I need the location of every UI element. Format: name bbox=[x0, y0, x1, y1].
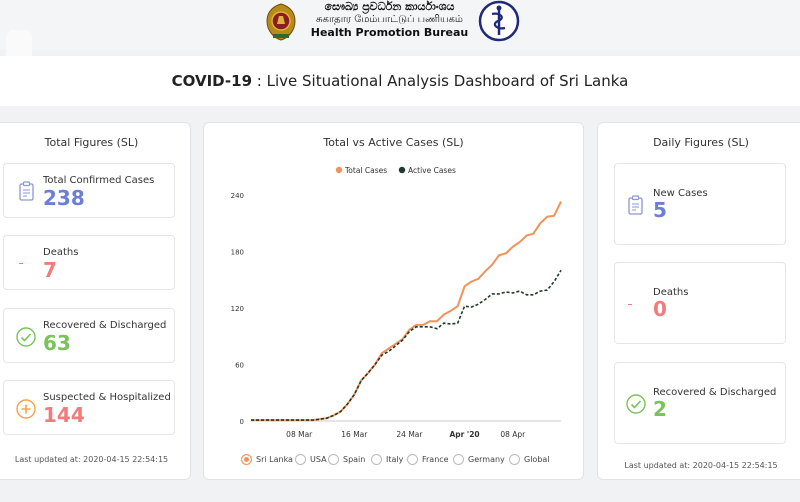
country-selector: Sri Lanka USA Spain Italy France Germany Globa… bbox=[204, 451, 585, 467]
country-option-label: Germany bbox=[468, 454, 505, 464]
radio-circle[interactable] bbox=[509, 453, 520, 465]
radio-circle[interactable] bbox=[371, 453, 382, 465]
check-circle-icon bbox=[626, 394, 646, 414]
country-option-label: Global bbox=[524, 454, 550, 464]
total-vs-active-chart: 0 60 120 180 240 08 Mar 16 Mar 24 Mar Apr '20 08 … bbox=[231, 166, 562, 439]
y-tick-label-0: 0 bbox=[240, 418, 244, 426]
country-option-france[interactable]: France bbox=[407, 451, 449, 467]
suspected-hospitalized-value: 144 bbox=[43, 403, 85, 427]
daily-recovered-value: 2 bbox=[653, 397, 667, 421]
x-tick-label-2: 24 Mar bbox=[396, 430, 423, 439]
chart-title: Total vs Active Cases (SL) bbox=[323, 136, 464, 149]
plus-circle-icon bbox=[16, 399, 36, 419]
legend-marker-0 bbox=[335, 166, 343, 174]
bureau-name-tamil: சுகாதார மேம்பாட்டுப் பணியகம் bbox=[316, 14, 463, 25]
country-option-label: Sri Lanka bbox=[256, 454, 293, 464]
country-option-label: USA bbox=[310, 454, 327, 464]
y-tick-label-1: 60 bbox=[235, 362, 244, 370]
daily-figures-panel: Daily Figures (SL) New Cases 5 Deaths 0 … bbox=[597, 122, 800, 480]
dash-icon bbox=[628, 304, 632, 305]
total-figures-title: Total Figures (SL) bbox=[44, 136, 139, 149]
legend-label-1: Active Cases bbox=[408, 166, 456, 175]
y-tick-label-4: 240 bbox=[231, 192, 244, 200]
clipboard-icon bbox=[628, 195, 643, 215]
page-title-bold: COVID-19 bbox=[171, 72, 253, 90]
clipboard-icon bbox=[19, 181, 34, 201]
country-option-spain[interactable]: Spain bbox=[328, 451, 365, 467]
dash-icon bbox=[19, 263, 23, 264]
radio-circle[interactable] bbox=[295, 453, 306, 465]
check-circle-icon bbox=[16, 327, 36, 347]
total-confirmed-card: Total Confirmed Cases 238 bbox=[3, 163, 175, 218]
total-deaths-card: Deaths 7 bbox=[3, 235, 175, 290]
total-confirmed-value: 238 bbox=[43, 186, 85, 210]
total-confirmed-label: Total Confirmed Cases bbox=[43, 175, 155, 186]
daily-figures-title: Daily Figures (SL) bbox=[653, 136, 749, 149]
daily-new-cases-value: 5 bbox=[653, 198, 667, 222]
y-tick-label-2: 120 bbox=[231, 305, 244, 313]
radio-circle[interactable] bbox=[328, 453, 339, 465]
country-option-usa[interactable]: USA bbox=[295, 451, 327, 467]
total-recovered-label: Recovered & Discharged bbox=[43, 320, 167, 331]
suspected-hospitalized-card: Suspected & Hospitalized 144 bbox=[3, 380, 175, 435]
daily-figures-updated: Last updated at: 2020-04-15 22:54:15 bbox=[624, 461, 778, 470]
bureau-name: සෞඛ්‍ය ප්‍රවර්ධන කාර්යාංශය சுகாதார மேம்ப… bbox=[302, 0, 477, 40]
bureau-name-sinhala: සෞඛ්‍ය ප්‍රවර්ධන කාර්යාංශය bbox=[324, 0, 455, 13]
daily-new-cases-card: New Cases 5 bbox=[614, 163, 786, 245]
x-tick-label-0: 08 Mar bbox=[286, 430, 313, 439]
country-option-label: Italy bbox=[386, 454, 404, 464]
page-title: COVID-19 : Live Situational Analysis Das… bbox=[0, 72, 800, 90]
page-title-rest: : Live Situational Analysis Dashboard of… bbox=[252, 72, 629, 90]
daily-recovered-label: Recovered & Discharged bbox=[653, 387, 777, 398]
daily-recovered-card: Recovered & Discharged 2 bbox=[614, 362, 786, 444]
country-option-italy[interactable]: Italy bbox=[371, 451, 403, 467]
total-vs-active-panel: Total vs Active Cases (SL) 0 60 120 180 240 0… bbox=[203, 122, 584, 480]
x-tick-label-1: 16 Mar bbox=[341, 430, 368, 439]
daily-new-cases-label: New Cases bbox=[653, 188, 708, 199]
total-deaths-value: 7 bbox=[43, 258, 57, 282]
total-figures-panel: Total Figures (SL) Total Confirmed Cases… bbox=[0, 122, 191, 480]
x-tick-label-4: 08 Apr bbox=[500, 430, 526, 439]
suspected-hospitalized-label: Suspected & Hospitalized bbox=[43, 392, 171, 403]
radio-circle[interactable] bbox=[241, 453, 252, 465]
country-option-label: Spain bbox=[343, 454, 366, 464]
title-bar: COVID-19 : Live Situational Analysis Das… bbox=[0, 56, 800, 106]
daily-deaths-label: Deaths bbox=[653, 287, 689, 298]
total-cases-line bbox=[251, 201, 562, 422]
total-recovered-value: 63 bbox=[43, 331, 71, 355]
total-deaths-label: Deaths bbox=[43, 247, 79, 258]
bureau-name-english: Health Promotion Bureau bbox=[310, 26, 469, 39]
total-recovered-card: Recovered & Discharged 63 bbox=[3, 308, 175, 363]
country-option-label: France bbox=[422, 454, 449, 464]
country-option-sri-lanka[interactable]: Sri Lanka bbox=[241, 451, 293, 467]
daily-deaths-card: Deaths 0 bbox=[614, 262, 786, 344]
legend-marker-1 bbox=[398, 166, 406, 174]
radio-circle[interactable] bbox=[453, 453, 464, 465]
radio-circle[interactable] bbox=[407, 453, 418, 465]
total-figures-updated: Last updated at: 2020-04-15 22:54:15 bbox=[14, 455, 169, 464]
country-option-global[interactable]: Global bbox=[509, 451, 550, 467]
legend-label-0: Total Cases bbox=[344, 166, 387, 175]
y-tick-label-3: 180 bbox=[231, 249, 244, 257]
hpb-logo-icon bbox=[478, 0, 520, 42]
x-tick-label-3: Apr '20 bbox=[449, 430, 479, 439]
active-cases-line bbox=[251, 269, 562, 421]
sri-lanka-emblem-icon bbox=[266, 3, 296, 41]
daily-deaths-value: 0 bbox=[653, 297, 667, 321]
country-option-germany[interactable]: Germany bbox=[453, 451, 505, 467]
site-header: සෞඛ්‍ය ප්‍රවර්ධන කාර්යාංශය சுகாதார மேம்ப… bbox=[0, 0, 800, 50]
